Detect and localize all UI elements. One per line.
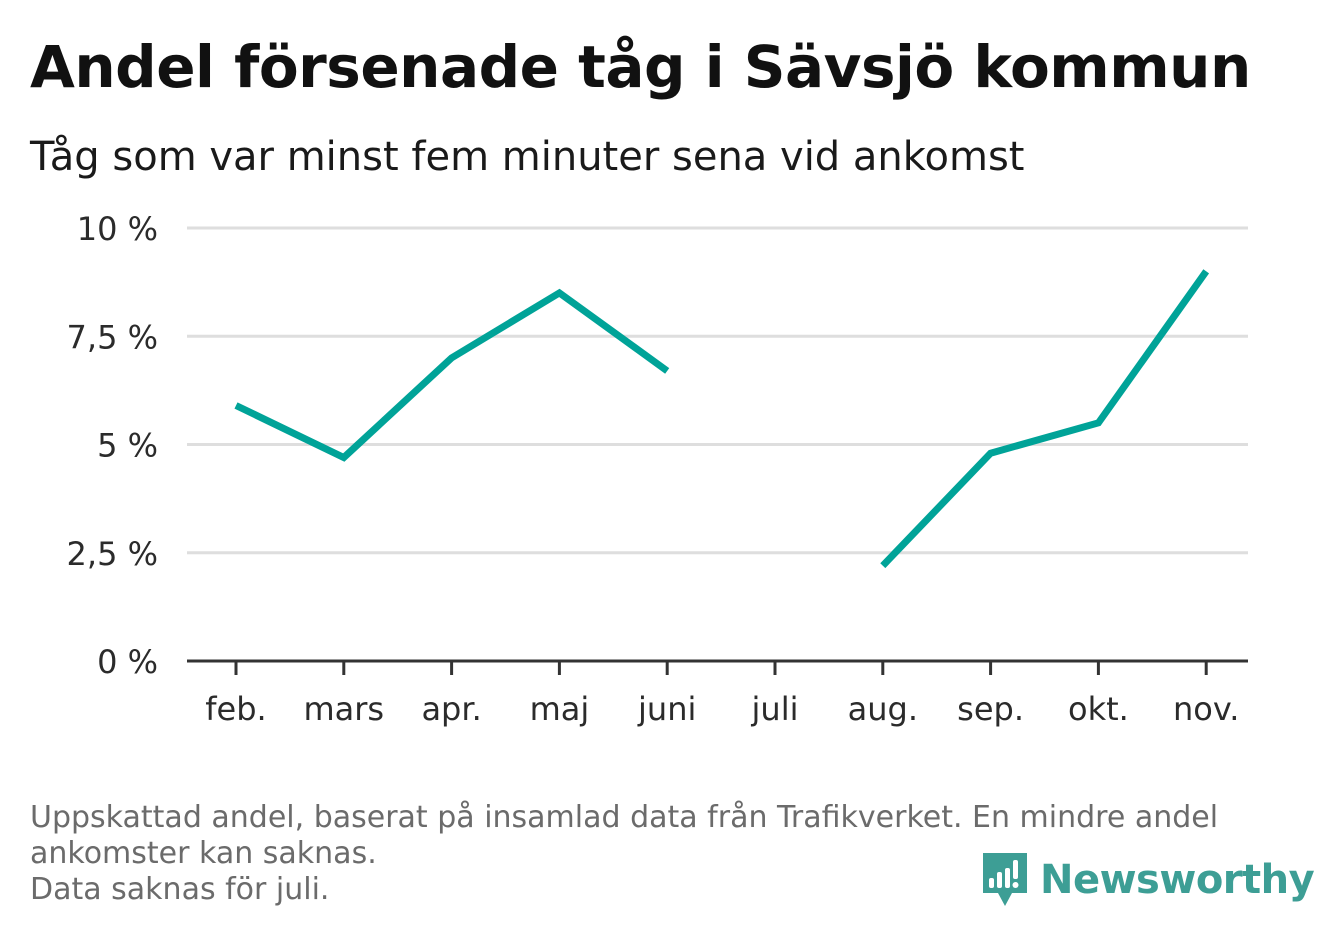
- series-line-segment: [234, 288, 670, 462]
- x-tick-label: maj: [530, 690, 590, 728]
- chart-subtitle: Tåg som var minst fem minuter sena vid a…: [30, 134, 1025, 180]
- chart-title: Andel försenade tåg i Sävsjö kommun: [30, 33, 1251, 101]
- y-tick-label: 0 %: [97, 643, 158, 681]
- x-tick-label: okt.: [1068, 690, 1129, 728]
- y-tick-label: 10 %: [77, 210, 158, 248]
- x-tick-label: apr.: [421, 690, 481, 728]
- gridlines: [187, 226, 1248, 555]
- newsworthy-chart-icon: [983, 853, 1027, 906]
- y-axis-tick-labels: 0 % 2,5 % 5 % 7,5 % 10 %: [67, 210, 158, 681]
- series-line-segment: [880, 269, 1210, 569]
- x-tick-label: aug.: [848, 690, 918, 728]
- footnote-line: Data saknas för juli.: [30, 872, 330, 907]
- footnote: Uppskattad andel, baserat på insamlad da…: [30, 800, 1290, 908]
- x-tick-label: feb.: [205, 690, 266, 728]
- x-tick-label: sep.: [957, 690, 1024, 728]
- x-tick-label: juni: [637, 690, 696, 728]
- x-axis-tick-labels: feb. mars apr. maj juni juli aug. sep. okt. nov.: [205, 690, 1239, 728]
- y-tick-label: 7,5 %: [67, 318, 158, 356]
- footnote-line: ankomster kan saknas.: [30, 836, 377, 871]
- logo-text: Newsworthy: [1040, 857, 1315, 903]
- footnote-line: Uppskattad andel, baserat på insamlad da…: [30, 800, 1219, 835]
- y-tick-label: 2,5 %: [67, 535, 158, 573]
- line-chart: 0 % 2,5 % 5 % 7,5 % 10 % feb. mars apr. maj juni…: [67, 210, 1248, 728]
- x-tick-label: juli: [751, 690, 799, 728]
- y-tick-label: 5 %: [97, 427, 158, 465]
- x-tick-label: mars: [303, 690, 384, 728]
- newsworthy-logo: Newsworthy: [980, 850, 1315, 910]
- x-tick-label: nov.: [1173, 690, 1239, 728]
- x-axis: [187, 659, 1248, 675]
- series-lines: [234, 269, 1210, 569]
